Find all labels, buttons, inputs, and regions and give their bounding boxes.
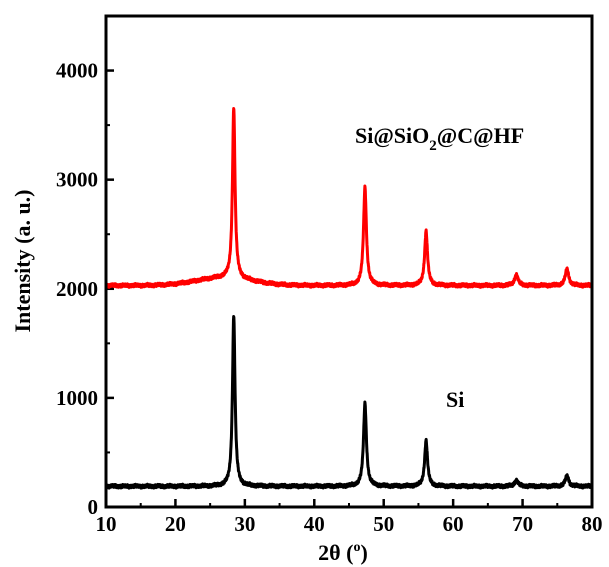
- plot-frame: [104, 14, 594, 509]
- x-tick-label: 20: [165, 512, 186, 536]
- y-tick-labels: 0 1000 2000 3000 4000: [56, 59, 98, 519]
- series-label-si: Si: [446, 387, 464, 412]
- x-tick-label: 80: [582, 512, 603, 536]
- series-layer: [104, 107, 594, 490]
- x-tick-label: 50: [373, 512, 394, 536]
- x-tick-label: 10: [96, 512, 117, 536]
- x-tick-label: 60: [443, 512, 464, 536]
- series-line-si: [104, 314, 594, 490]
- series-label-si-composite: Si@SiO2@C@HF: [355, 123, 524, 154]
- x-tick-label: 30: [234, 512, 255, 536]
- y-tick-label: 0: [88, 495, 99, 519]
- x-tick-label: 40: [304, 512, 325, 536]
- series-line-si-composite: [104, 107, 594, 289]
- y-tick-label: 4000: [56, 59, 98, 83]
- y-tick-label: 1000: [56, 386, 98, 410]
- y-tick-label: 3000: [56, 168, 98, 192]
- x-tick-labels: 10 20 30 40 50 60 70 80: [96, 512, 603, 536]
- x-axis-title: 2θ (o): [318, 540, 368, 565]
- x-tick-label: 70: [512, 512, 533, 536]
- y-axis-title: Intensity (a. u.): [10, 189, 35, 332]
- y-tick-label: 2000: [56, 277, 98, 301]
